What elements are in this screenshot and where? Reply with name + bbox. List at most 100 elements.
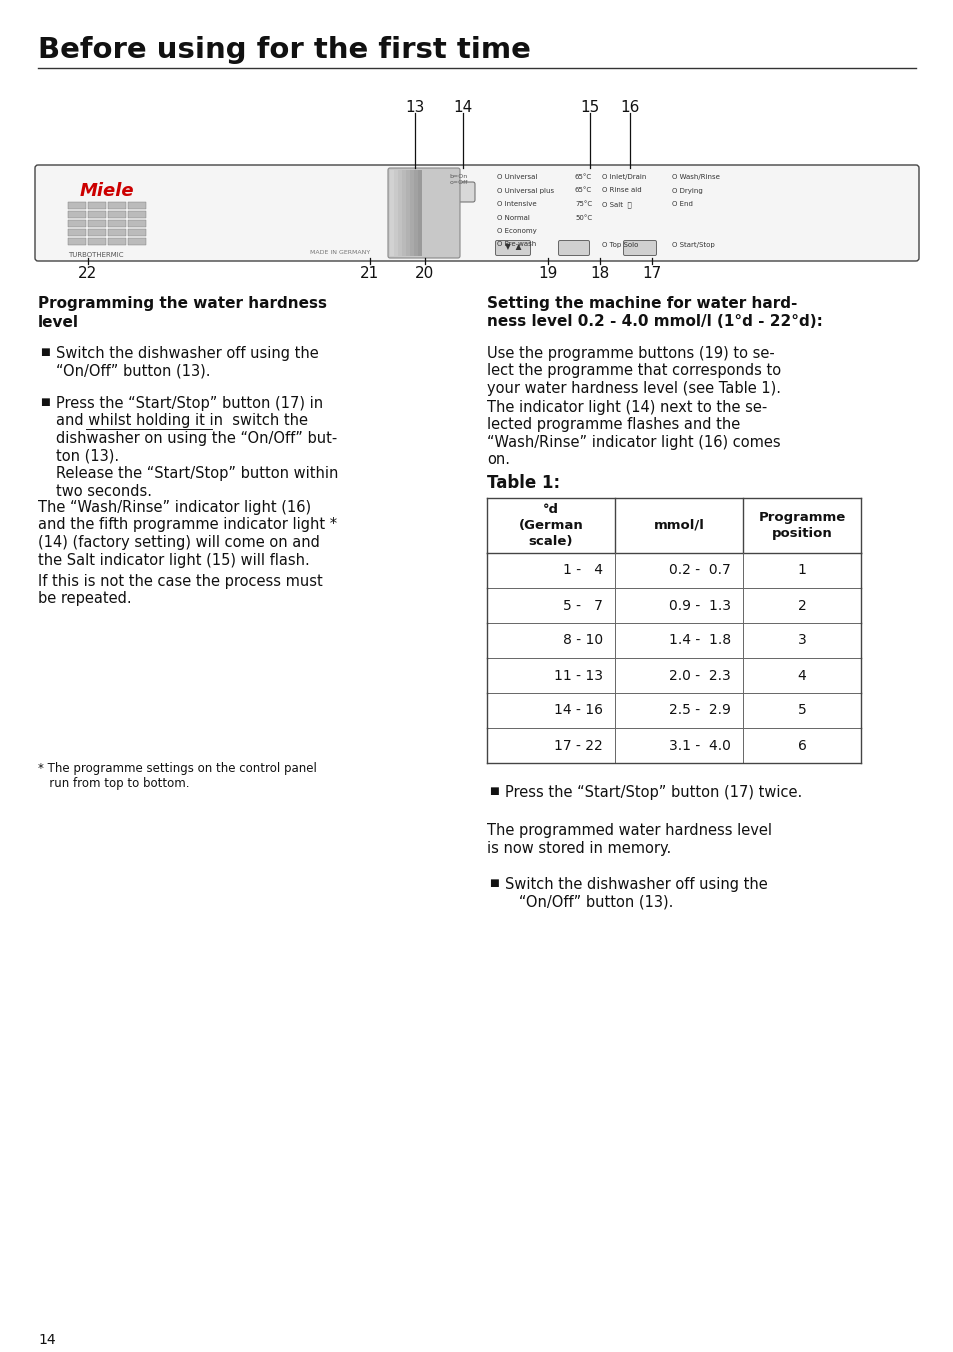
Bar: [68, 211, 86, 218]
Text: (14) (factory setting) will come on and: (14) (factory setting) will come on and: [38, 535, 319, 550]
Text: O Pre-wash: O Pre-wash: [497, 242, 536, 247]
Bar: [417, 170, 421, 256]
Bar: [128, 211, 146, 218]
Text: 13: 13: [405, 100, 424, 115]
Text: O Top Solo: O Top Solo: [601, 242, 638, 247]
Bar: [88, 220, 106, 227]
FancyBboxPatch shape: [444, 183, 475, 201]
Text: 17: 17: [641, 266, 661, 281]
Text: O Economy: O Economy: [497, 228, 537, 234]
Text: 2.5 -  2.9: 2.5 - 2.9: [668, 703, 730, 718]
Text: °d
(German
scale): °d (German scale): [518, 503, 583, 548]
Bar: [397, 170, 401, 256]
Text: and the fifth programme indicator light *: and the fifth programme indicator light …: [38, 518, 336, 533]
Bar: [68, 228, 86, 237]
Text: Press the “Start/Stop” button (17) in: Press the “Start/Stop” button (17) in: [56, 396, 323, 411]
Text: * The programme settings on the control panel: * The programme settings on the control …: [38, 763, 316, 775]
Text: Use the programme buttons (19) to se-: Use the programme buttons (19) to se-: [486, 346, 774, 361]
Text: O Normal: O Normal: [497, 215, 529, 220]
Text: Miele: Miele: [80, 183, 134, 200]
Text: O Universal plus: O Universal plus: [497, 188, 554, 193]
Text: Press the “Start/Stop” button (17) twice.: Press the “Start/Stop” button (17) twice…: [504, 786, 801, 800]
FancyBboxPatch shape: [623, 241, 656, 256]
Text: the Salt indicator light (15) will flash.: the Salt indicator light (15) will flash…: [38, 553, 310, 568]
Text: 2: 2: [797, 599, 805, 612]
Text: 65°C: 65°C: [575, 188, 592, 193]
Text: 3: 3: [797, 634, 805, 648]
Text: If this is not the case the process must: If this is not the case the process must: [38, 575, 322, 589]
Bar: [128, 220, 146, 227]
Text: 18: 18: [590, 266, 609, 281]
Bar: [406, 170, 410, 256]
Text: O Rinse aid: O Rinse aid: [601, 188, 641, 193]
FancyBboxPatch shape: [495, 241, 530, 256]
Text: Before using for the first time: Before using for the first time: [38, 37, 530, 64]
Text: 3.1 -  4.0: 3.1 - 4.0: [668, 738, 730, 753]
Text: 0.2 -  0.7: 0.2 - 0.7: [669, 564, 730, 577]
Bar: [88, 211, 106, 218]
Bar: [88, 201, 106, 210]
Text: 65°C: 65°C: [575, 174, 592, 180]
Text: Switch the dishwasher off using the: Switch the dishwasher off using the: [56, 346, 318, 361]
Text: 2.0 -  2.3: 2.0 - 2.3: [669, 668, 730, 683]
Text: ton (13).: ton (13).: [56, 449, 119, 464]
Text: 14: 14: [453, 100, 472, 115]
Bar: [128, 238, 146, 245]
Text: Programme
position: Programme position: [758, 511, 844, 539]
Text: 20: 20: [415, 266, 435, 281]
Text: 17 - 22: 17 - 22: [554, 738, 602, 753]
Text: The programmed water hardness level: The programmed water hardness level: [486, 823, 771, 838]
Text: O Wash/Rinse: O Wash/Rinse: [671, 174, 720, 180]
Text: Setting the machine for water hard-: Setting the machine for water hard-: [486, 296, 797, 311]
Text: 19: 19: [537, 266, 558, 281]
Bar: [128, 201, 146, 210]
Text: ■: ■: [40, 397, 50, 407]
Bar: [394, 170, 397, 256]
Bar: [108, 220, 126, 227]
Text: 14: 14: [38, 1333, 55, 1347]
Text: The indicator light (14) next to the se-: The indicator light (14) next to the se-: [486, 400, 766, 415]
Bar: [68, 238, 86, 245]
Text: The “Wash/Rinse” indicator light (16): The “Wash/Rinse” indicator light (16): [38, 500, 311, 515]
Text: 8 - 10: 8 - 10: [562, 634, 602, 648]
Bar: [108, 201, 126, 210]
Text: O End: O End: [671, 201, 692, 207]
Text: 4: 4: [797, 668, 805, 683]
Text: 5 -   7: 5 - 7: [562, 599, 602, 612]
FancyBboxPatch shape: [558, 241, 589, 256]
Text: lected programme flashes and the: lected programme flashes and the: [486, 418, 740, 433]
Text: TURBOTHERMIC: TURBOTHERMIC: [68, 251, 123, 258]
Bar: [68, 220, 86, 227]
FancyBboxPatch shape: [35, 165, 918, 261]
Text: O Salt  Ⓕ: O Salt Ⓕ: [601, 201, 631, 208]
Text: two seconds.: two seconds.: [56, 484, 152, 499]
Text: Programming the water hardness
level: Programming the water hardness level: [38, 296, 327, 330]
Text: 6: 6: [797, 738, 805, 753]
Text: ■: ■: [489, 786, 498, 796]
Bar: [108, 238, 126, 245]
Text: your water hardness level (see Table 1).: your water hardness level (see Table 1).: [486, 381, 781, 396]
Text: O Intensive: O Intensive: [497, 201, 536, 207]
Text: 11 - 13: 11 - 13: [554, 668, 602, 683]
Text: 0.9 -  1.3: 0.9 - 1.3: [668, 599, 730, 612]
Text: ■: ■: [40, 347, 50, 357]
Bar: [108, 228, 126, 237]
Text: MADE IN GERMANY: MADE IN GERMANY: [310, 250, 370, 256]
Text: mmol/l: mmol/l: [653, 519, 703, 531]
Bar: [414, 170, 417, 256]
Text: on.: on.: [486, 453, 510, 468]
Text: 15: 15: [579, 100, 599, 115]
Text: and whilst holding it in  switch the: and whilst holding it in switch the: [56, 414, 308, 429]
Text: o=Off: o=Off: [450, 180, 468, 185]
Text: b=On: b=On: [450, 174, 468, 178]
Text: dishwasher on using the “On/Off” but-: dishwasher on using the “On/Off” but-: [56, 431, 337, 446]
Text: 22: 22: [78, 266, 97, 281]
Text: 75°C: 75°C: [575, 201, 592, 207]
Text: O Inlet/Drain: O Inlet/Drain: [601, 174, 646, 180]
Bar: [128, 228, 146, 237]
Bar: [68, 201, 86, 210]
Text: 16: 16: [619, 100, 639, 115]
Text: 50°C: 50°C: [575, 215, 592, 220]
Text: be repeated.: be repeated.: [38, 592, 132, 607]
Text: 5: 5: [797, 703, 805, 718]
